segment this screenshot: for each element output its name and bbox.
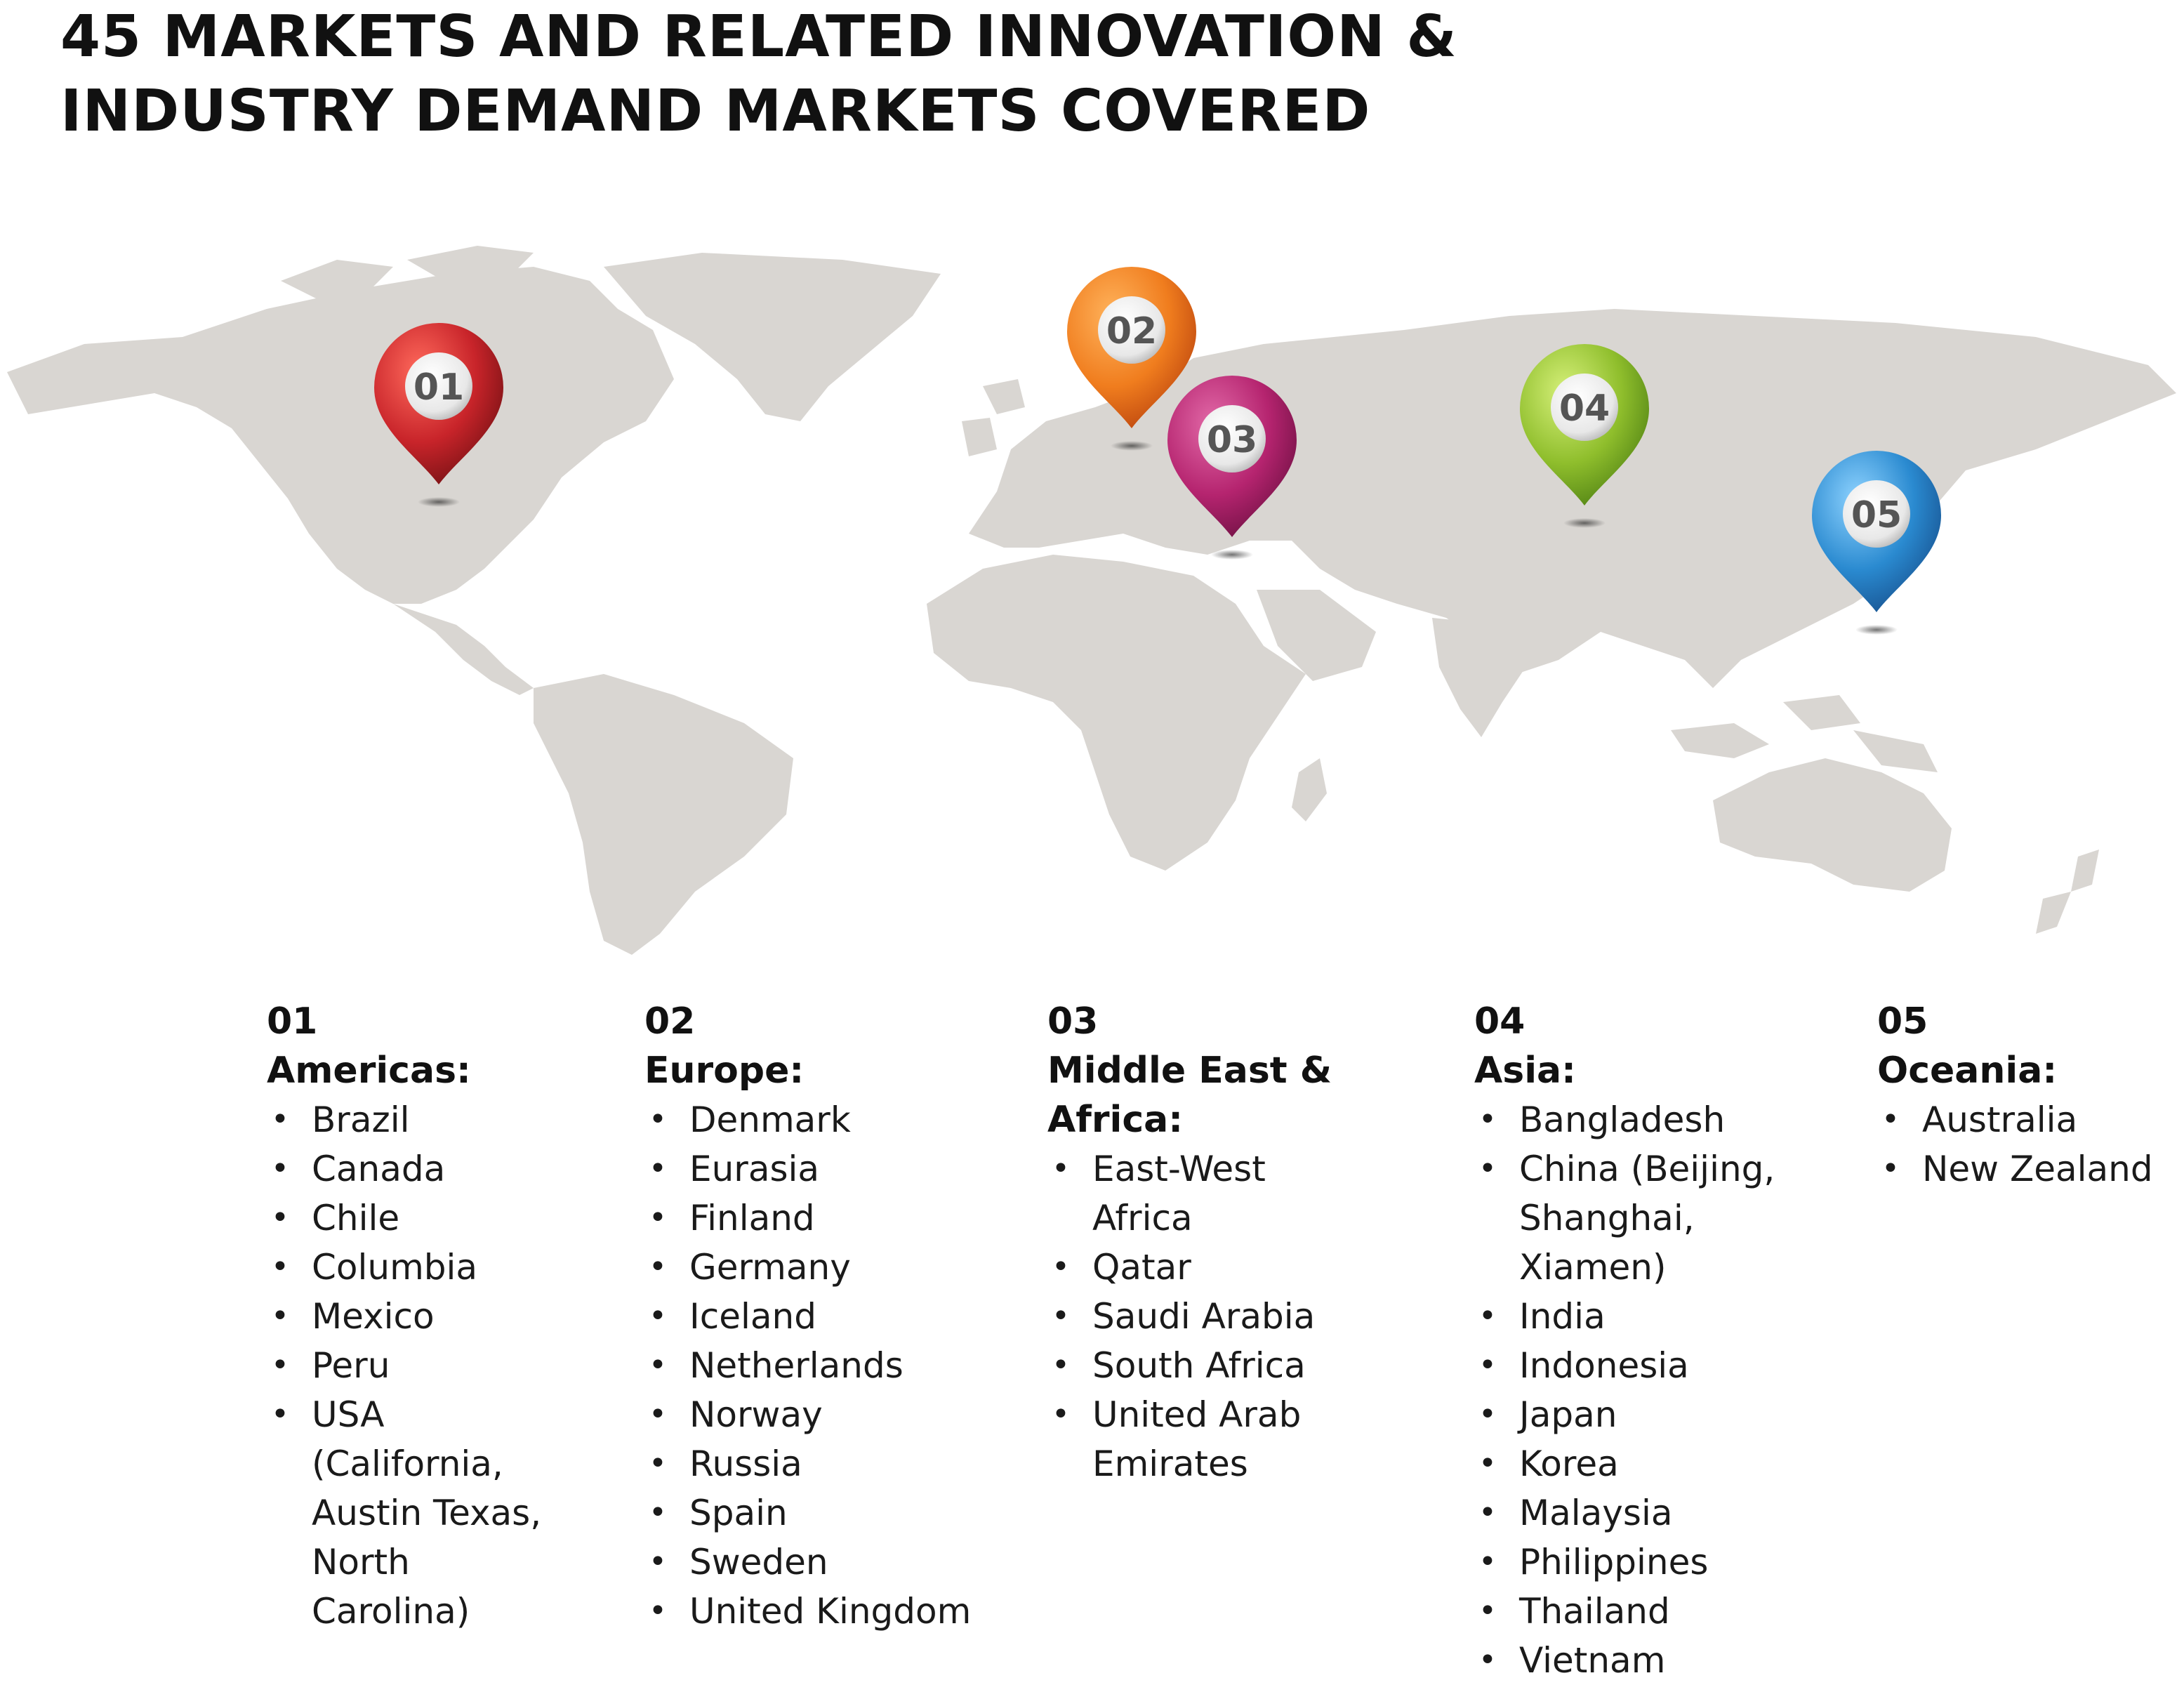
north-america bbox=[7, 267, 674, 604]
country-list: BangladeshChina (Beijing, Shanghai, Xiam… bbox=[1474, 1095, 1839, 1685]
country-list-item: East-West Africa bbox=[1047, 1144, 1377, 1243]
country-list-item: Saudi Arabia bbox=[1047, 1292, 1377, 1341]
country-list-item: Russia bbox=[644, 1439, 1010, 1488]
country-list-item: Indonesia bbox=[1474, 1341, 1839, 1390]
country-list-item: Germany bbox=[644, 1243, 1010, 1292]
map-pin-03[interactable]: 03 bbox=[1167, 376, 1297, 560]
title-line-2: INDUSTRY DEMAND MARKETS COVERED bbox=[60, 78, 1371, 145]
region-asia: 04 Asia: BangladeshChina (Beijing, Shang… bbox=[1474, 997, 1839, 1685]
country-list-item: United Kingdom bbox=[644, 1587, 1010, 1636]
country-list-item: Philippines bbox=[1474, 1538, 1839, 1587]
pin-label-01: 01 bbox=[413, 366, 464, 409]
pin-label-05: 05 bbox=[1851, 494, 1902, 536]
region-number: 03 bbox=[1047, 1000, 1099, 1043]
central-america bbox=[393, 604, 534, 695]
country-list-item: New Zealand bbox=[1877, 1144, 2172, 1194]
country-list-item: Japan bbox=[1474, 1390, 1839, 1439]
country-list-item: Canada bbox=[267, 1144, 590, 1194]
country-list-item: Norway bbox=[644, 1390, 1010, 1439]
greenland bbox=[604, 253, 941, 421]
country-list-item: Korea bbox=[1474, 1439, 1839, 1488]
country-list-item: Peru bbox=[267, 1341, 590, 1390]
arctic-islands bbox=[281, 246, 534, 298]
country-list-item: Australia bbox=[1877, 1095, 2172, 1144]
region-number: 05 bbox=[1877, 1000, 1928, 1043]
country-list-item: Sweden bbox=[644, 1538, 1010, 1587]
africa bbox=[927, 555, 1306, 871]
country-list-item: Spain bbox=[644, 1488, 1010, 1538]
india bbox=[1432, 618, 1530, 737]
world-map-svg: 01 02 03 04 05 bbox=[7, 246, 2176, 955]
pin-label-04: 04 bbox=[1559, 388, 1610, 430]
region-europe: 02 Europe: DenmarkEurasiaFinlandGermanyI… bbox=[644, 997, 1010, 1636]
region-oceania: 05 Oceania: AustraliaNew Zealand bbox=[1877, 997, 2172, 1194]
region-name: Americas: bbox=[267, 1050, 471, 1092]
country-list-item: Finland bbox=[644, 1194, 1010, 1243]
country-list-item: United Arab Emirates bbox=[1047, 1390, 1377, 1488]
south-america bbox=[534, 674, 793, 955]
country-list-item: Columbia bbox=[267, 1243, 590, 1292]
uk-iceland bbox=[962, 379, 1025, 456]
se-asia-islands bbox=[1671, 695, 1938, 793]
map-pin-02[interactable]: 02 bbox=[1067, 267, 1196, 451]
region-americas: 01 Americas: BrazilCanadaChileColumbiaMe… bbox=[267, 997, 590, 1636]
region-name: Asia: bbox=[1474, 1050, 1576, 1092]
region-number: 01 bbox=[267, 1000, 318, 1043]
country-list-item: India bbox=[1474, 1292, 1839, 1341]
country-list-item: USA (California, Austin Texas, North Car… bbox=[267, 1390, 590, 1636]
australia bbox=[1713, 758, 1952, 892]
pin-label-03: 03 bbox=[1207, 419, 1257, 461]
map-pin-01[interactable]: 01 bbox=[374, 323, 503, 507]
map-pin-04[interactable]: 04 bbox=[1520, 344, 1649, 528]
new-zealand bbox=[2036, 850, 2099, 934]
country-list-item: Iceland bbox=[644, 1292, 1010, 1341]
region-number: 02 bbox=[644, 1000, 696, 1043]
country-list-item: Chile bbox=[267, 1194, 590, 1243]
country-list-item: Bangladesh bbox=[1474, 1095, 1839, 1144]
arabia bbox=[1257, 590, 1376, 681]
country-list: DenmarkEurasiaFinlandGermanyIcelandNethe… bbox=[644, 1095, 1010, 1636]
region-name: Middle East & Africa: bbox=[1047, 1050, 1332, 1141]
title-line-1: 45 MARKETS AND RELATED INNOVATION & bbox=[60, 4, 1457, 70]
country-list-item: Malaysia bbox=[1474, 1488, 1839, 1538]
country-list-item: South Africa bbox=[1047, 1341, 1377, 1390]
country-list-item: Denmark bbox=[644, 1095, 1010, 1144]
country-list: AustraliaNew Zealand bbox=[1877, 1095, 2172, 1194]
country-list-item: Eurasia bbox=[644, 1144, 1010, 1194]
region-middle-east-africa: 03 Middle East & Africa: East-West Afric… bbox=[1047, 997, 1377, 1488]
pin-label-02: 02 bbox=[1106, 310, 1157, 352]
country-list-item: Qatar bbox=[1047, 1243, 1377, 1292]
region-name: Europe: bbox=[644, 1050, 805, 1092]
country-list-item: Brazil bbox=[267, 1095, 590, 1144]
country-list-item: Thailand bbox=[1474, 1587, 1839, 1636]
country-list: BrazilCanadaChileColumbiaMexicoPeruUSA (… bbox=[267, 1095, 590, 1636]
country-list-item: Vietnam bbox=[1474, 1636, 1839, 1685]
country-list-item: Mexico bbox=[267, 1292, 590, 1341]
country-list-item: Netherlands bbox=[644, 1341, 1010, 1390]
madagascar bbox=[1292, 758, 1327, 821]
country-list-item: China (Beijing, Shanghai, Xiamen) bbox=[1474, 1144, 1839, 1292]
map-pin-05[interactable]: 05 bbox=[1812, 451, 1941, 635]
page-title: 45 MARKETS AND RELATED INNOVATION & INDU… bbox=[60, 0, 1745, 149]
regions-legend: 01 Americas: BrazilCanadaChileColumbiaMe… bbox=[0, 997, 2184, 1685]
region-name: Oceania: bbox=[1877, 1050, 2058, 1092]
region-number: 04 bbox=[1474, 1000, 1526, 1043]
world-map: 01 02 03 04 05 bbox=[0, 239, 2184, 955]
country-list: East-West AfricaQatarSaudi ArabiaSouth A… bbox=[1047, 1144, 1377, 1488]
